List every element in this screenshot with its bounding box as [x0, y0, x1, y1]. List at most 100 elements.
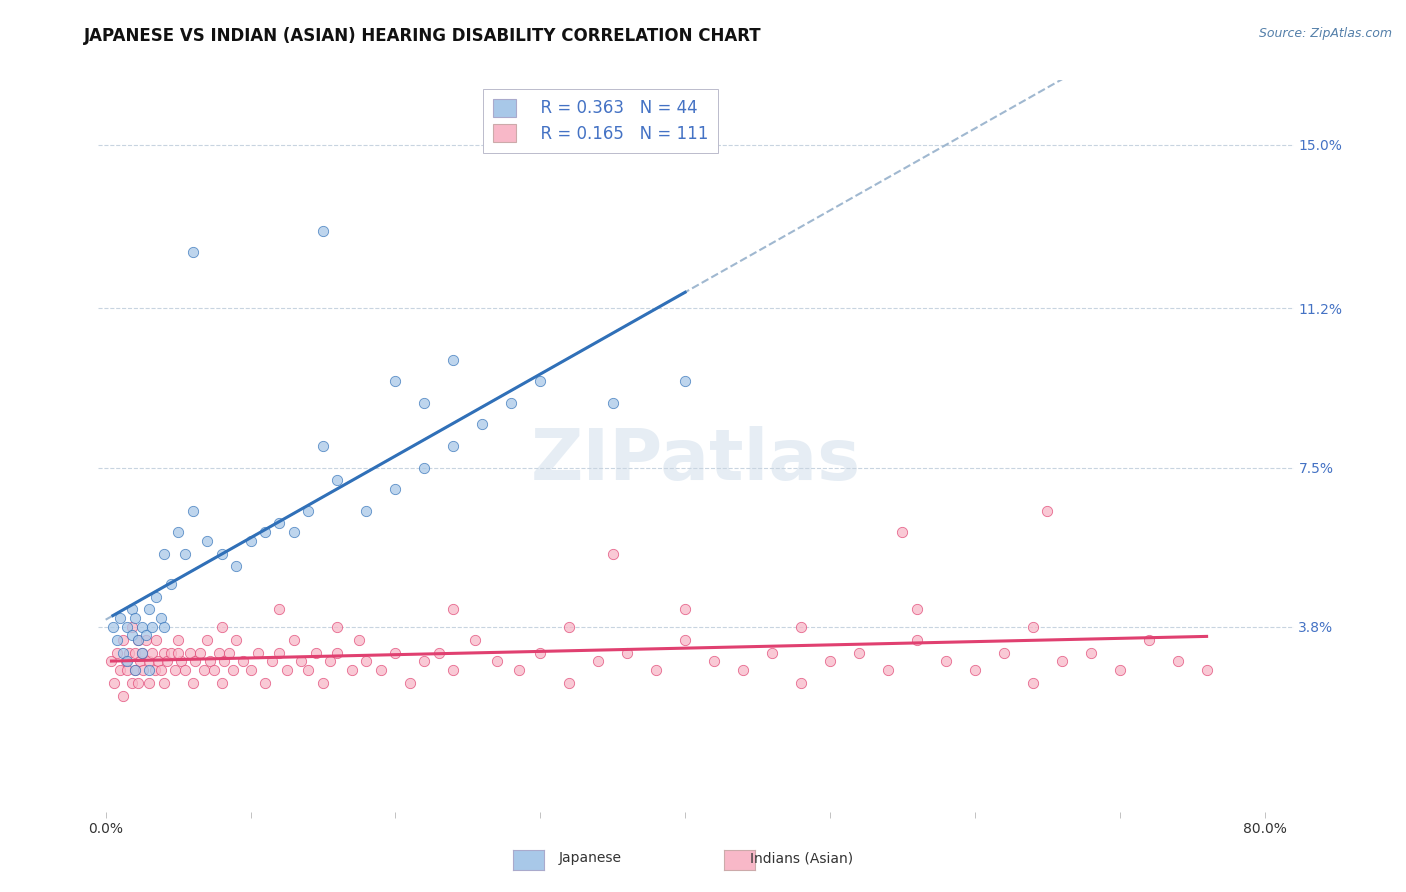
Point: [160, 646, 183, 660]
Point: [935, 654, 957, 668]
Point: [645, 663, 668, 677]
Point: [160, 576, 183, 591]
Point: [131, 646, 153, 660]
Point: [891, 524, 914, 539]
Point: [508, 663, 530, 677]
Point: [877, 663, 900, 677]
Point: [1036, 503, 1059, 517]
Point: [112, 632, 135, 647]
Point: [384, 646, 406, 660]
Point: [170, 654, 193, 668]
Legend:   R = 0.363   N = 44,   R = 0.165   N = 111: R = 0.363 N = 44, R = 0.165 N = 111: [482, 88, 718, 153]
Point: [616, 646, 638, 660]
Point: [1137, 632, 1160, 647]
Point: [253, 524, 276, 539]
Point: [138, 663, 160, 677]
Point: [121, 675, 143, 690]
Point: [993, 646, 1015, 660]
Point: [112, 689, 135, 703]
Point: [485, 654, 508, 668]
Point: [673, 375, 696, 389]
Point: [347, 632, 370, 647]
Point: [149, 663, 172, 677]
Point: [127, 675, 149, 690]
Point: [145, 590, 167, 604]
Point: [312, 439, 335, 453]
Point: [1080, 646, 1102, 660]
Point: [673, 632, 696, 647]
Point: [152, 675, 174, 690]
Point: [141, 620, 163, 634]
Point: [167, 646, 190, 660]
Text: Source: ZipAtlas.com: Source: ZipAtlas.com: [1258, 27, 1392, 40]
Point: [319, 654, 342, 668]
Point: [127, 632, 149, 647]
Point: [143, 663, 166, 677]
Point: [167, 524, 190, 539]
Point: [181, 245, 204, 260]
Point: [181, 675, 204, 690]
Point: [529, 646, 551, 660]
Point: [1195, 663, 1218, 677]
Point: [384, 375, 406, 389]
Point: [441, 439, 464, 453]
Text: Japanese: Japanese: [560, 851, 621, 865]
Point: [290, 654, 312, 668]
Point: [283, 632, 305, 647]
Point: [184, 654, 207, 668]
Point: [195, 632, 218, 647]
Point: [427, 646, 450, 660]
Point: [312, 224, 335, 238]
Point: [214, 654, 236, 668]
Point: [225, 632, 247, 647]
Point: [135, 628, 157, 642]
Point: [188, 646, 211, 660]
Point: [246, 646, 269, 660]
Point: [283, 524, 305, 539]
Point: [131, 620, 153, 634]
Point: [181, 503, 204, 517]
Point: [124, 663, 146, 677]
Point: [232, 654, 254, 668]
Point: [399, 675, 422, 690]
Point: [905, 602, 928, 616]
Point: [195, 533, 218, 548]
Point: [165, 663, 187, 677]
Point: [152, 646, 174, 660]
Point: [124, 646, 146, 660]
Point: [356, 503, 378, 517]
Point: [105, 632, 128, 647]
Point: [269, 602, 291, 616]
Point: [118, 646, 141, 660]
Point: [117, 654, 139, 668]
Point: [276, 663, 298, 677]
Point: [108, 663, 131, 677]
Point: [602, 547, 624, 561]
Point: [211, 675, 233, 690]
Point: [1167, 654, 1189, 668]
Point: [174, 547, 197, 561]
Point: [152, 620, 174, 634]
Text: JAPANESE VS INDIAN (ASIAN) HEARING DISABILITY CORRELATION CHART: JAPANESE VS INDIAN (ASIAN) HEARING DISAB…: [84, 27, 762, 45]
Point: [100, 654, 122, 668]
Point: [149, 611, 172, 625]
Point: [145, 632, 167, 647]
Point: [673, 602, 696, 616]
Point: [326, 620, 349, 634]
Point: [297, 503, 319, 517]
Point: [441, 663, 464, 677]
Point: [129, 654, 152, 668]
Point: [1022, 620, 1045, 634]
Point: [558, 675, 581, 690]
Point: [146, 654, 169, 668]
Point: [413, 460, 436, 475]
Point: [225, 559, 247, 574]
Point: [1108, 663, 1130, 677]
Point: [905, 632, 928, 647]
Text: ZIPatlas: ZIPatlas: [531, 426, 860, 495]
Point: [211, 547, 233, 561]
Point: [501, 396, 523, 410]
Point: [269, 516, 291, 531]
Point: [132, 663, 155, 677]
Point: [121, 602, 143, 616]
